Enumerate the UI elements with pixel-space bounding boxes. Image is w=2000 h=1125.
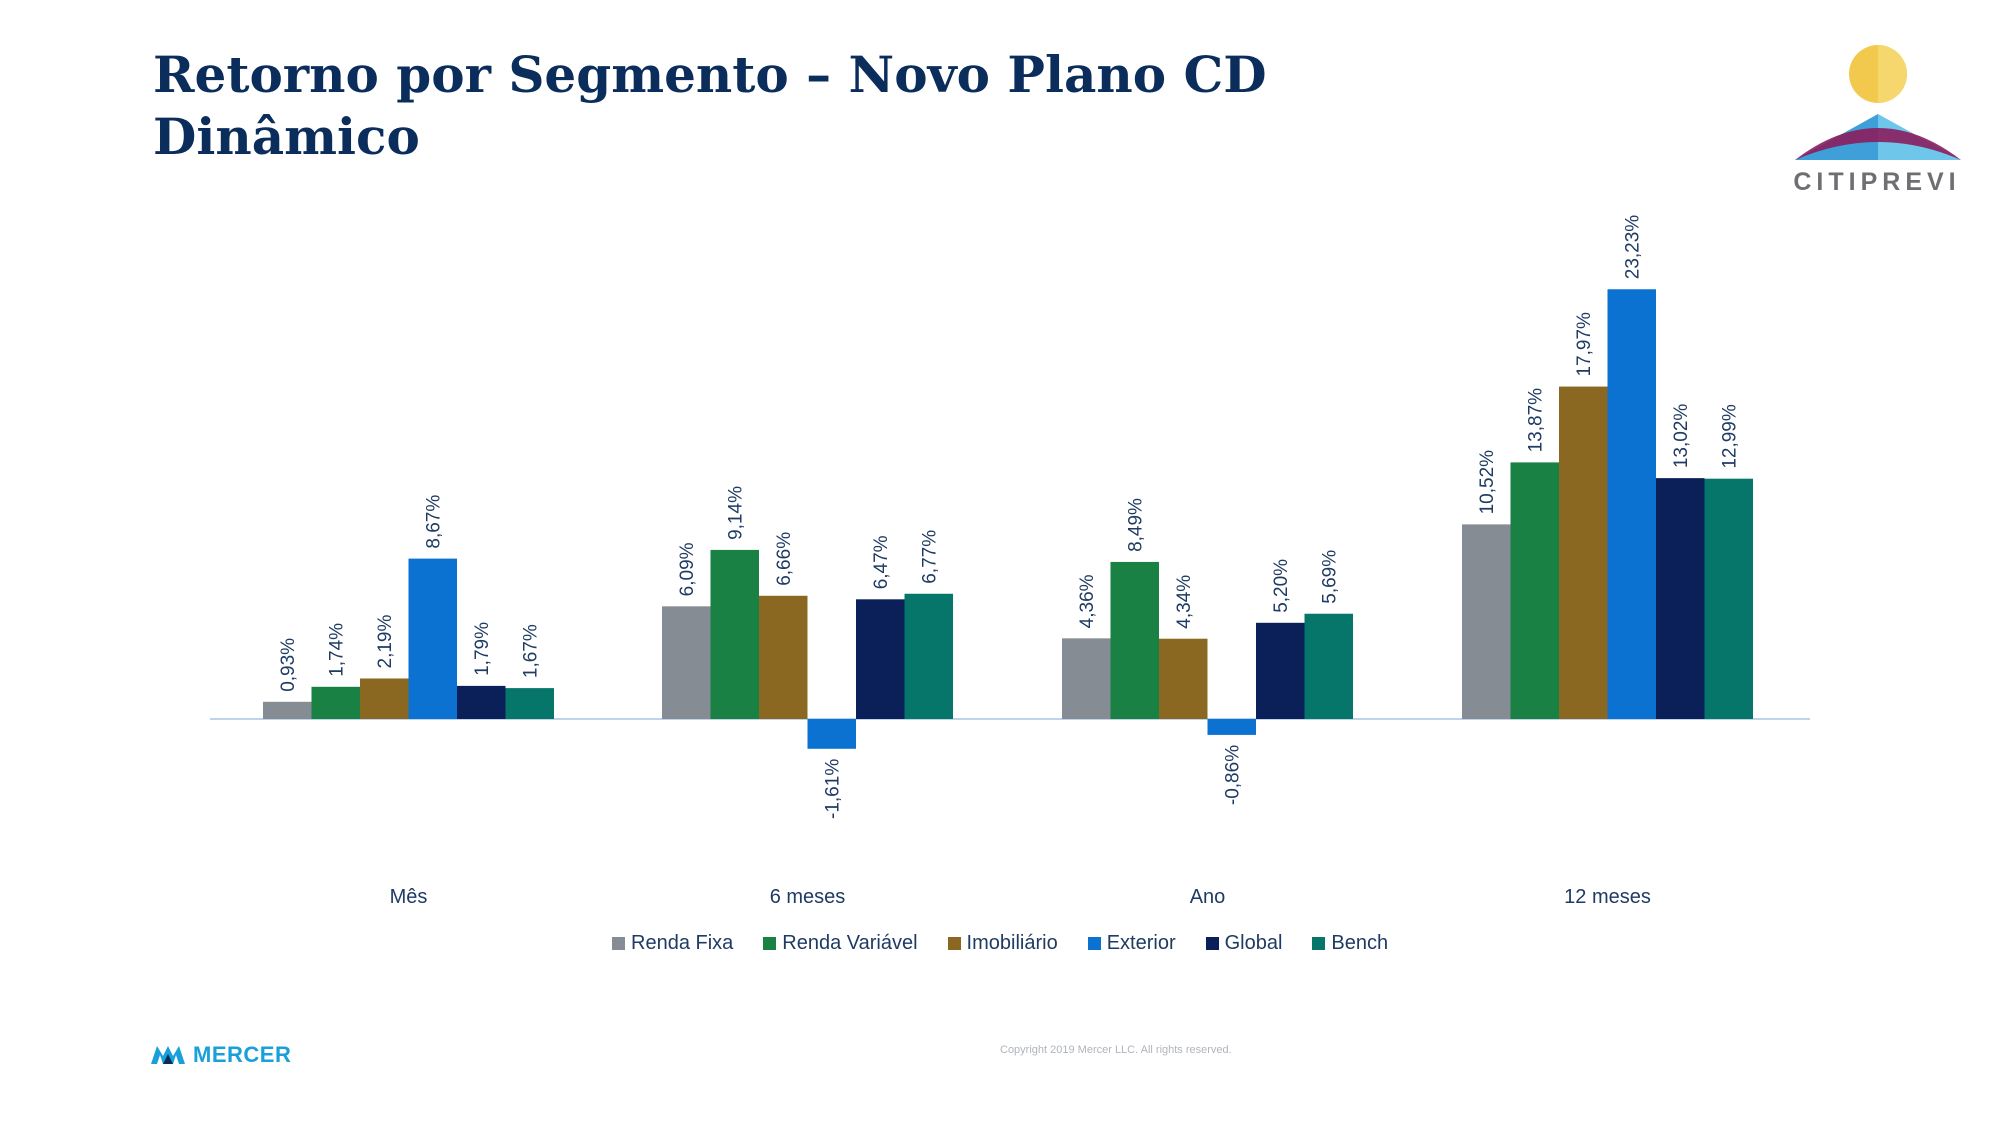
legend-label: Bench	[1331, 932, 1389, 954]
bar-imobiliario-3	[1159, 638, 1208, 719]
legend-label: Imobiliário	[966, 932, 1058, 954]
data-label: -1,61%	[823, 759, 844, 819]
category-label: Ano	[1190, 886, 1226, 908]
page-title-line2: Dinâmico	[153, 107, 420, 166]
bar-global-4	[1656, 478, 1705, 719]
legend-label: Exterior	[1106, 932, 1176, 954]
category-label: 12 meses	[1564, 886, 1651, 908]
legend-item: Exterior	[1087, 932, 1176, 955]
data-label: 8,49%	[1126, 498, 1147, 552]
bar-imobiliario-1	[360, 678, 409, 719]
data-label: 12,99%	[1720, 404, 1741, 469]
legend-swatch	[1312, 937, 1326, 950]
data-label: 2,19%	[375, 615, 396, 669]
bar-imobiliario-4	[1559, 386, 1608, 719]
bar-renda-fixa-2	[662, 606, 711, 719]
legend-item: Bench	[1312, 932, 1388, 955]
data-label: 0,93%	[278, 638, 299, 692]
bar-renda-variavel-2	[710, 549, 759, 719]
page-title-line1: Retorno por Segmento – Novo Plano CD	[153, 45, 1267, 104]
data-label: 1,74%	[327, 623, 348, 677]
data-label: 6,77%	[920, 530, 941, 584]
bar-global-2	[856, 599, 905, 719]
bar-renda-fixa-1	[263, 701, 312, 719]
data-label: 17,97%	[1574, 312, 1595, 377]
page-title: Retorno por Segmento – Novo Plano CD Din…	[153, 44, 1453, 168]
bar-exterior-4	[1607, 289, 1656, 719]
legend-item: Renda Variável	[763, 932, 918, 955]
mercer-brand: MERCER	[151, 1042, 291, 1068]
bar-global-3	[1256, 622, 1305, 719]
copyright-text: Copyright 2019 Mercer LLC. All rights re…	[1000, 1044, 1232, 1056]
data-label: 13,02%	[1671, 404, 1692, 469]
category-label: 6 meses	[770, 886, 846, 908]
data-label: 6,66%	[774, 532, 795, 586]
data-label: 1,67%	[521, 624, 542, 678]
mercer-logo-icon	[151, 1046, 185, 1064]
category-label: Mês	[390, 886, 428, 908]
citiprevi-logo-text: CITIPREVI	[1793, 168, 1960, 196]
bar-renda-variavel-4	[1510, 462, 1559, 719]
legend-swatch	[1087, 937, 1101, 950]
bar-exterior-1	[408, 558, 457, 719]
legend-item: Imobiliário	[947, 932, 1058, 955]
data-label: 5,20%	[1271, 559, 1292, 613]
legend-item: Global	[1205, 932, 1283, 955]
bar-renda-variavel-1	[311, 686, 360, 719]
legend-swatch	[947, 937, 961, 950]
legend-label: Renda Fixa	[631, 932, 734, 954]
bar-renda-fixa-4	[1462, 524, 1511, 719]
bar-bench-2	[904, 593, 953, 719]
bar-exterior-2	[807, 719, 856, 749]
citiprevi-logo: CITIPREVI	[1785, 38, 1970, 198]
legend-label: Renda Variável	[782, 932, 918, 954]
data-label: 1,79%	[472, 622, 493, 676]
data-label: 6,09%	[677, 542, 698, 596]
legend-item: Renda Fixa	[612, 932, 733, 955]
chart-legend: Renda Fixa Renda Variável Imobiliário Exter…	[612, 932, 1388, 955]
bar-bench-4	[1704, 478, 1753, 719]
data-label: 10,52%	[1477, 450, 1498, 515]
legend-swatch	[1205, 937, 1219, 950]
legend-label: Global	[1224, 932, 1283, 954]
data-label: -0,86%	[1223, 745, 1244, 805]
bar-renda-fixa-3	[1062, 638, 1111, 719]
data-label: 4,36%	[1077, 574, 1098, 628]
bar-imobiliario-2	[759, 595, 808, 719]
bar-global-1	[457, 685, 506, 719]
data-label: 8,67%	[424, 495, 445, 549]
legend-swatch	[612, 937, 625, 950]
data-label: 23,23%	[1623, 215, 1644, 280]
bar-renda-variavel-3	[1110, 561, 1159, 719]
bar-bench-1	[505, 688, 554, 719]
data-label: 13,87%	[1526, 388, 1547, 453]
data-label: 6,47%	[871, 535, 892, 589]
data-label: 4,34%	[1174, 575, 1195, 629]
data-label: 9,14%	[726, 486, 747, 540]
data-label: 5,69%	[1320, 550, 1341, 604]
bar-exterior-3	[1207, 719, 1256, 735]
legend-swatch	[763, 937, 777, 950]
bar-bench-3	[1304, 613, 1353, 719]
mercer-brand-text: MERCER	[193, 1042, 292, 1067]
